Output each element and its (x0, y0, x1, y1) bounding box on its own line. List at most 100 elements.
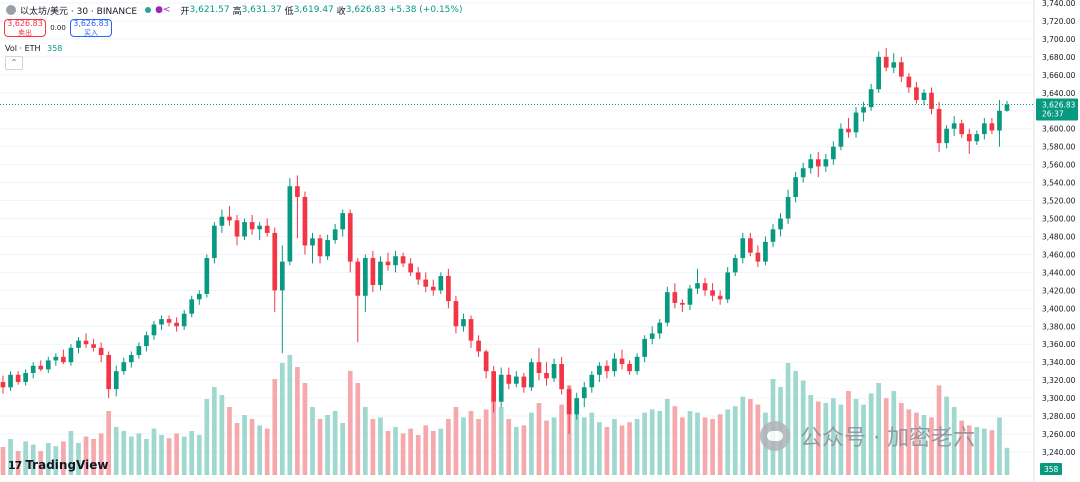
candle-body (438, 275, 444, 291)
price-tick-label: 3,300.00 (1042, 394, 1076, 403)
candle-body (189, 299, 195, 314)
candle-body (634, 356, 640, 372)
price-tick-label: 3,540.00 (1042, 179, 1076, 188)
candle-body (166, 319, 172, 323)
candle-body (770, 229, 776, 242)
price-tick-label: 3,320.00 (1042, 376, 1076, 385)
candle-body (687, 288, 693, 305)
candle-body (914, 87, 919, 100)
candle-body (853, 112, 859, 133)
volume-bar (853, 399, 859, 475)
spread-value: 0.00 (50, 24, 66, 32)
candle-body (310, 238, 315, 246)
volume-bar (363, 407, 368, 475)
volume-bar (793, 371, 798, 475)
candle-body (461, 319, 466, 327)
candle-body (846, 128, 851, 133)
candle-body (815, 159, 821, 167)
buy-button[interactable]: 3,626.83 买入 (70, 19, 112, 37)
candle-body (574, 398, 580, 415)
candle-body (997, 110, 1002, 131)
volume-bar (732, 406, 738, 475)
candle-body (657, 322, 663, 334)
volume-bar (219, 395, 225, 475)
volume-bar (347, 371, 353, 475)
volume-bar (0, 447, 6, 475)
candle-body (763, 241, 768, 262)
volume-bar (581, 417, 587, 475)
volume-bar (672, 406, 678, 475)
trade-panel: 3,626.83 卖出 0.00 3,626.83 买入 (4, 19, 112, 37)
sell-button[interactable]: 3,626.83 卖出 (4, 19, 46, 37)
candle-body (642, 338, 647, 357)
candle-body (966, 134, 972, 142)
candle-body (144, 335, 149, 347)
candle-body (249, 222, 255, 230)
volume-bar (151, 428, 157, 475)
volume-bar (997, 417, 1002, 475)
candle-body (128, 355, 134, 363)
volume-bar (38, 451, 44, 475)
candle-body (936, 108, 942, 144)
candle-body (604, 365, 610, 372)
candle-body (619, 358, 625, 364)
volume-bar (415, 435, 421, 475)
candle-body (536, 362, 542, 373)
volume-bar (295, 367, 300, 475)
candle-body (612, 358, 617, 372)
volume-bar (929, 417, 934, 475)
price-tick-label: 3,340.00 (1042, 358, 1076, 367)
volume-bar (446, 419, 451, 475)
candle-body (717, 295, 723, 300)
volume-bar (408, 428, 413, 475)
volume-bar (619, 425, 625, 475)
share-icon[interactable]: ●< (155, 5, 171, 15)
volume-bar (695, 412, 700, 475)
volume-bar (513, 427, 519, 475)
volume-bar (914, 412, 919, 475)
tradingview-logo[interactable]: 17 TradingView (8, 458, 108, 472)
candle-body (53, 356, 59, 361)
candle-body (121, 362, 127, 372)
volume-legend[interactable]: Vol · ETH 358 (5, 44, 62, 53)
volume-bar (68, 431, 74, 475)
candle-body (597, 365, 602, 375)
volume-bar (340, 423, 346, 475)
candle-body (23, 372, 28, 382)
volume-bar (461, 417, 466, 475)
candle-body (174, 322, 179, 327)
candle-body (83, 340, 89, 345)
volume-bar (106, 411, 112, 475)
price-tick-label: 3,500.00 (1042, 215, 1076, 224)
candle-body (740, 238, 746, 259)
volume-bar (8, 439, 13, 475)
symbol-title[interactable]: 以太坊/美元 · 30 · BINANCE (20, 6, 138, 17)
candle-body (430, 286, 436, 291)
volume-bar (181, 436, 187, 475)
volume-bar (951, 407, 957, 475)
candle-body (921, 92, 927, 100)
candle-body (725, 272, 731, 300)
volume-legend-value: 358 (47, 44, 63, 53)
current-price-value: 3,626.83 (1042, 100, 1076, 109)
candle-body (800, 168, 806, 178)
candle-body (627, 363, 632, 372)
price-tick-label: 3,640.00 (1042, 89, 1076, 98)
volume-bar (883, 398, 889, 475)
volume-bar (287, 355, 293, 475)
candle-body (68, 347, 74, 363)
chevron-up-icon[interactable]: ⌃ (5, 56, 23, 70)
candle-body (476, 340, 481, 352)
volume-bar (453, 407, 459, 475)
volume-bar (815, 401, 821, 475)
candle-body (136, 346, 142, 356)
price-tick-label: 3,560.00 (1042, 161, 1076, 170)
candle-body (151, 324, 157, 336)
volume-bar (649, 409, 655, 475)
candle-body (664, 292, 670, 323)
volume-bar (574, 403, 580, 475)
low-label: 低 (284, 6, 294, 17)
candle-body (98, 347, 104, 356)
candle-body (951, 123, 957, 129)
